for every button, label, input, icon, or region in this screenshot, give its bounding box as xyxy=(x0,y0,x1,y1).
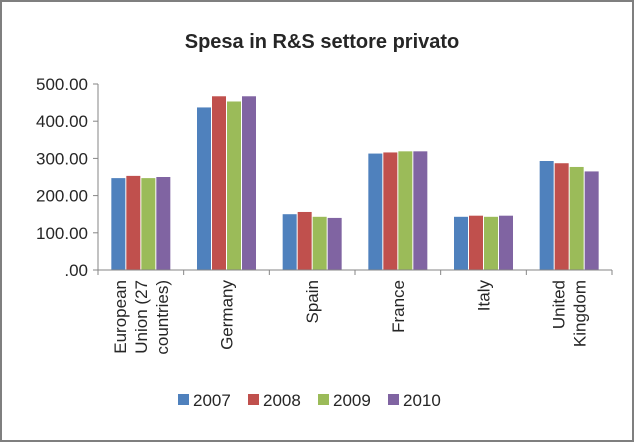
bar-2009-2 xyxy=(312,216,327,270)
category-label-line: European xyxy=(111,280,130,354)
category-label-line: Germany xyxy=(218,280,237,350)
bar-2008-0 xyxy=(126,175,141,270)
bar-2009-4 xyxy=(484,216,498,270)
bar-2008-4 xyxy=(469,215,483,270)
bar-2007-2 xyxy=(282,214,297,270)
bar-2010-2 xyxy=(327,217,342,270)
bar-2007-4 xyxy=(454,216,468,270)
legend-label-2010: 2010 xyxy=(403,391,441,410)
bar-2009-3 xyxy=(398,151,413,270)
category-label-3: France xyxy=(389,280,408,333)
bar-2009-5 xyxy=(569,166,584,270)
bar-2010-1 xyxy=(242,96,256,270)
y-tick-label: .00 xyxy=(64,261,88,280)
category-label-2: Spain xyxy=(303,280,322,323)
legend-swatch-2009 xyxy=(318,394,329,405)
bar-2009-0 xyxy=(141,178,156,270)
bar-2010-0 xyxy=(156,177,171,270)
category-label-line: Union (27 xyxy=(132,280,151,354)
y-tick-label: 200.00 xyxy=(36,187,88,206)
category-label-line: United xyxy=(550,280,569,329)
legend-label-2007: 2007 xyxy=(193,391,231,410)
category-label-0: European Union (27 countries) xyxy=(111,280,172,355)
category-label-5: United Kingdom xyxy=(550,280,590,347)
category-label-line: countries) xyxy=(153,280,172,355)
bar-2007-5 xyxy=(539,161,554,270)
x-axis: European Union (27 countries) Germany Spain F… xyxy=(97,269,613,355)
chart-title: Spesa in R&S settore privato xyxy=(185,31,460,53)
bar-2009-1 xyxy=(227,101,241,270)
y-tick-label: 500.00 xyxy=(36,75,88,94)
legend-label-2009: 2009 xyxy=(333,391,371,410)
bar-2007-0 xyxy=(111,178,126,270)
category-label-line: Spain xyxy=(303,280,322,323)
bar-2008-5 xyxy=(554,163,569,270)
bar-2010-4 xyxy=(499,215,513,270)
y-tick-label: 400.00 xyxy=(36,112,88,131)
category-label-1: Germany xyxy=(218,280,237,350)
bar-2010-5 xyxy=(584,171,599,270)
y-tick-label: 300.00 xyxy=(36,149,88,168)
category-label-line: Kingdom xyxy=(571,280,590,347)
legend-swatch-2010 xyxy=(388,394,399,405)
legend-swatch-2008 xyxy=(248,394,259,405)
bar-2010-3 xyxy=(413,151,428,270)
bar-2008-1 xyxy=(212,96,226,270)
y-axis: .00 100.00 200.00 300.00 400.00 500.00 xyxy=(36,75,99,280)
bar-2007-1 xyxy=(197,107,211,270)
bars xyxy=(111,96,599,270)
legend-swatch-2007 xyxy=(178,394,189,405)
y-tick-label: 100.00 xyxy=(36,224,88,243)
legend: 2007 2008 2009 2010 xyxy=(178,391,441,410)
category-label-4: Italy xyxy=(475,280,494,312)
bar-2008-2 xyxy=(297,211,312,270)
legend-label-2008: 2008 xyxy=(263,391,301,410)
bar-2008-3 xyxy=(383,152,398,270)
category-label-line: Italy xyxy=(475,280,494,312)
category-label-line: France xyxy=(389,280,408,333)
bar-2007-3 xyxy=(368,153,383,270)
